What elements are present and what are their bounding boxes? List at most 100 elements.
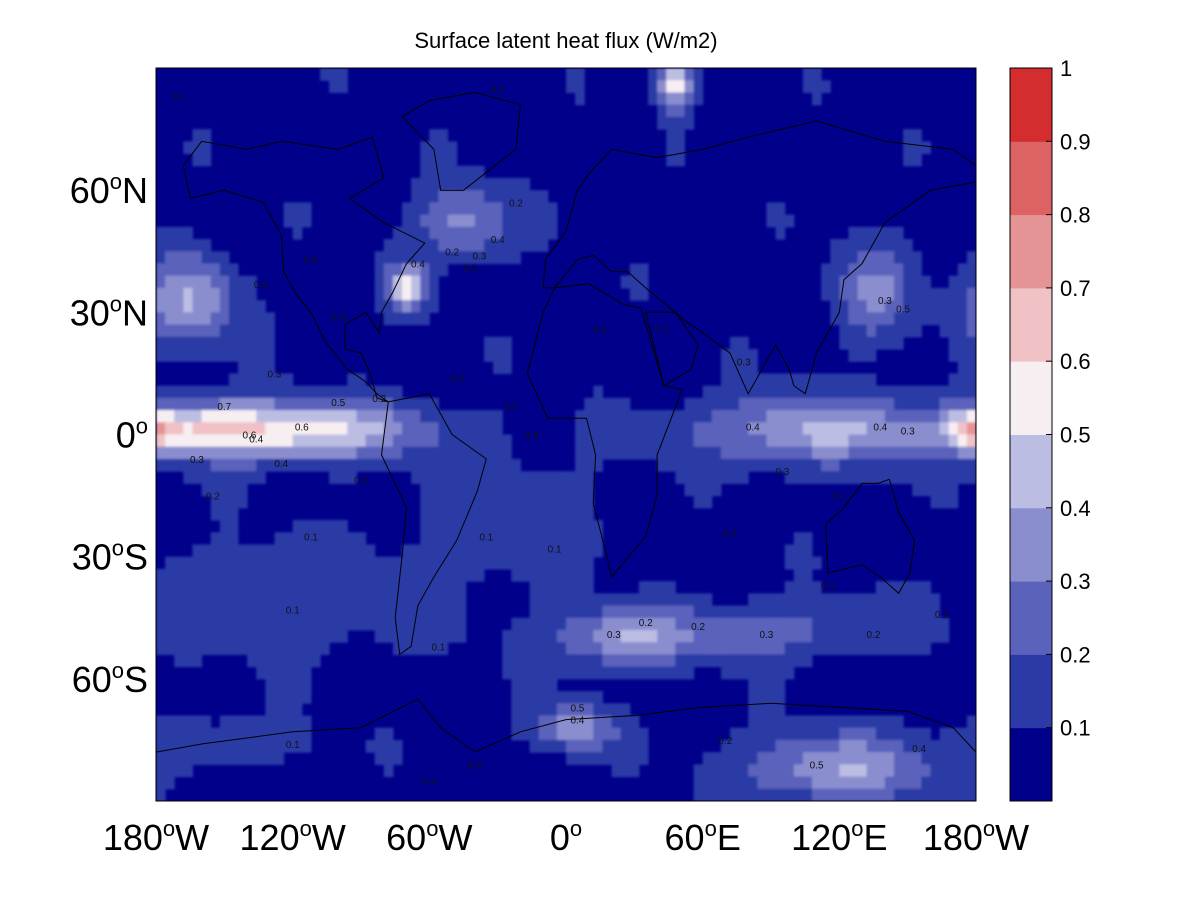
heatmap-cell (675, 642, 686, 655)
heatmap-cell (711, 629, 722, 643)
heatmap-cell (894, 752, 904, 765)
heatmap-cell (356, 568, 367, 582)
heatmap-cell (930, 776, 941, 790)
heatmap-cell (903, 300, 913, 313)
heatmap-cell (438, 471, 449, 484)
heatmap-cell (201, 458, 212, 472)
heatmap-cell (930, 471, 941, 484)
heatmap-cell (684, 593, 695, 607)
heatmap-cell (757, 617, 768, 631)
heatmap-cell (757, 776, 768, 790)
heatmap-cell (210, 642, 221, 655)
heatmap-cell (174, 312, 184, 326)
heatmap-cell (219, 520, 230, 533)
heatmap-cell (465, 446, 476, 460)
heatmap-cell (584, 703, 594, 717)
heatmap-cell (447, 226, 458, 240)
heatmap-cell (948, 739, 959, 753)
heatmap-cell (775, 654, 786, 668)
heatmap-cell (648, 629, 658, 643)
heatmap-cell (556, 642, 567, 655)
heatmap-cell (903, 129, 913, 142)
heatmap-cell (584, 642, 594, 655)
heatmap-cell (292, 666, 303, 680)
heatmap-cell (529, 483, 540, 497)
heatmap-cell (866, 226, 877, 240)
heatmap-cell (802, 593, 813, 607)
heatmap-cell (301, 727, 312, 741)
heatmap-cell (730, 654, 740, 668)
heatmap-cell (793, 764, 804, 778)
heatmap-cell (957, 263, 968, 277)
heatmap-cell (292, 703, 303, 717)
contour-label: 0.3 (525, 431, 539, 442)
heatmap-cell (739, 788, 749, 801)
heatmap-cell (274, 629, 285, 643)
heatmap-cell (374, 300, 385, 313)
heatmap-cell (957, 397, 968, 411)
heatmap-cell (930, 385, 941, 399)
heatmap-cell (775, 788, 786, 801)
heatmap-cell (219, 336, 230, 350)
heatmap-cell (247, 324, 257, 338)
heatmap-cell (802, 446, 813, 460)
heatmap-cell (228, 532, 239, 546)
heatmap-cell (957, 739, 968, 753)
heatmap-cell (484, 446, 494, 460)
heatmap-cell (228, 263, 239, 277)
heatmap-cell (802, 642, 813, 655)
heatmap-cell (966, 361, 976, 375)
heatmap-cell (192, 617, 203, 631)
heatmap-cell (456, 239, 467, 252)
heatmap-cell (493, 507, 503, 521)
heatmap-cell (921, 141, 932, 155)
heatmap-cell (228, 544, 239, 558)
heatmap-cell (793, 629, 804, 643)
heatmap-cell (283, 581, 294, 594)
heatmap-cell (420, 617, 430, 631)
heatmap-cell (411, 568, 421, 582)
heatmap-cell (720, 617, 731, 631)
heatmap-cell (966, 446, 976, 460)
heatmap-cell (675, 629, 686, 643)
heatmap-cell (411, 190, 421, 203)
heatmap-cell (748, 410, 758, 423)
heatmap-cell (966, 348, 976, 362)
heatmap-cell (283, 703, 294, 717)
heatmap-cell (547, 471, 558, 484)
heatmap-cell (165, 324, 175, 338)
heatmap-cell (474, 190, 485, 203)
heatmap-cell (675, 141, 686, 155)
heatmap-cell (748, 617, 758, 631)
heatmap-cell (693, 68, 704, 81)
heatmap-cell (502, 654, 512, 668)
contour-label: 0.3 (607, 630, 621, 641)
heatmap-cell (192, 422, 203, 436)
heatmap-cell (228, 483, 239, 497)
heatmap-cell (866, 752, 877, 765)
heatmap-cell (830, 287, 840, 301)
heatmap-cell (556, 691, 567, 704)
heatmap-cell (875, 764, 886, 778)
heatmap-cell (894, 434, 904, 448)
heatmap-cell (183, 336, 194, 350)
heatmap-cell (292, 385, 303, 399)
heatmap-cell (720, 397, 731, 411)
heatmap-cell (684, 434, 695, 448)
heatmap-cell (966, 788, 976, 801)
heatmap-cell (584, 507, 594, 521)
heatmap-cell (192, 348, 203, 362)
heatmap-cell (265, 324, 276, 338)
heatmap-cell (265, 397, 276, 411)
heatmap-cell (429, 300, 440, 313)
heatmap-cell (666, 593, 676, 607)
heatmap-cell (875, 410, 886, 423)
heatmap-cell (638, 666, 649, 680)
heatmap-cell (529, 739, 540, 753)
heatmap-cell (939, 727, 950, 741)
x-tick-label: 180oW (923, 816, 1029, 858)
heatmap-cell (766, 434, 777, 448)
contour-label: 0.3 (450, 374, 464, 385)
heatmap-cell (739, 764, 749, 778)
heatmap-cell (711, 752, 722, 765)
